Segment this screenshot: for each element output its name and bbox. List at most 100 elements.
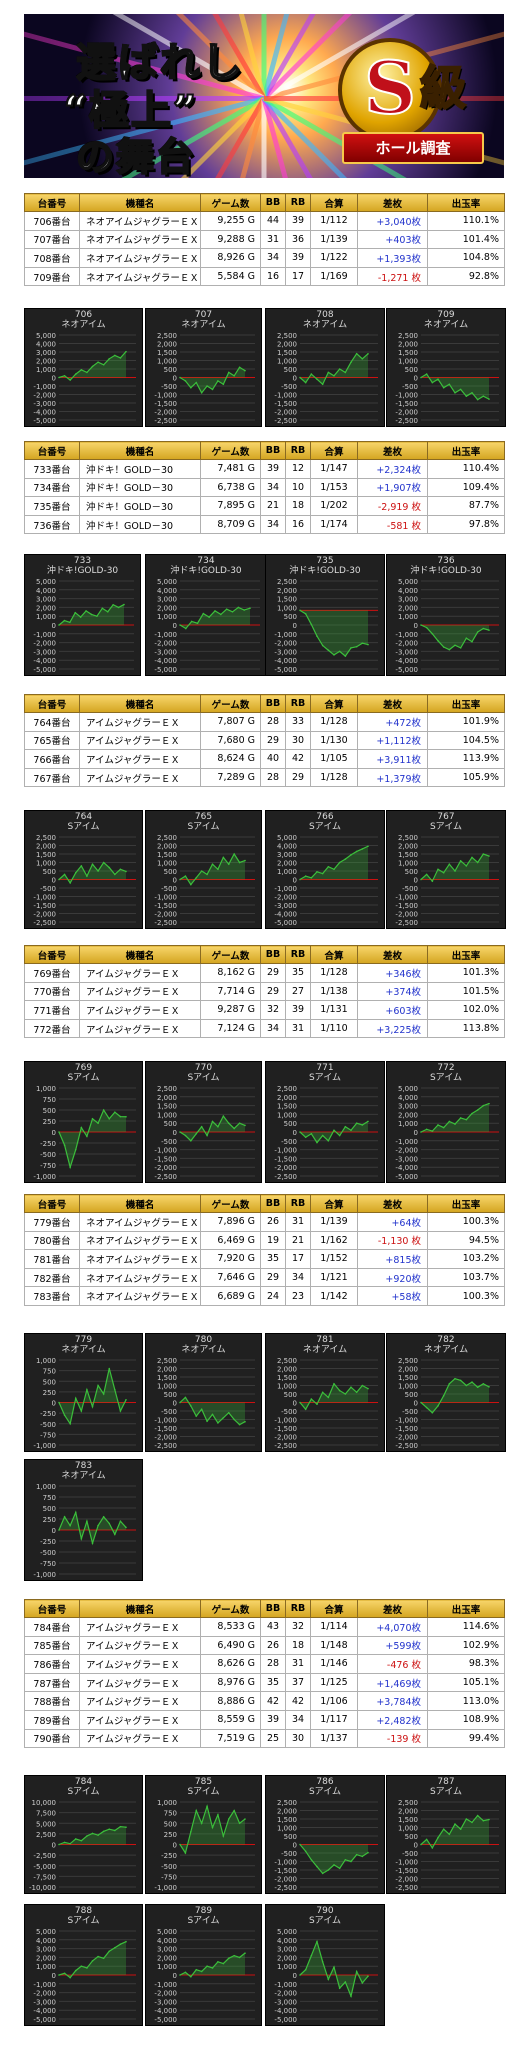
slump-graph: 764 Sアイム 2,500 2,000 1,500 1,000 500 0 -500 -1,00…: [24, 810, 143, 929]
cell-no: 708番台: [24, 248, 80, 268]
table-row: 766番台 アイムジャグラーＥＸ 8,624 G 40 42 1/105 +3,911枚 11…: [24, 749, 505, 769]
cell-diff: +1,379枚: [357, 767, 428, 788]
cell-total: 1/117: [310, 1709, 358, 1730]
y-tick-label: -250: [40, 1410, 56, 1418]
graph-area: [59, 1110, 126, 1168]
graph-point: [63, 1972, 66, 1975]
graph-point: [316, 1940, 318, 1943]
graph-point: [471, 1381, 473, 1383]
y-tick-label: -2,000: [274, 1876, 297, 1884]
y-tick-label: 5,000: [157, 578, 177, 586]
graph-point: [227, 1818, 230, 1820]
graph-point: [227, 371, 230, 374]
y-tick-label: 1,000: [398, 1383, 418, 1391]
graph-point: [238, 1956, 241, 1959]
graph-point: [102, 1830, 105, 1833]
column-header: 出玉率: [427, 441, 505, 460]
column-header: 差枚: [357, 694, 428, 713]
y-tick-label: 0: [52, 877, 56, 885]
cell-rate: 100.3%: [427, 1212, 505, 1232]
graph-point: [361, 1124, 364, 1126]
graph-point: [465, 1384, 468, 1387]
cell-diff: +3,225枚: [357, 1018, 428, 1039]
graph-machine-name: Sアイム: [308, 1073, 342, 1083]
graph-point: [179, 1843, 181, 1846]
graph-machine-number: 706: [74, 310, 93, 320]
graph-point: [459, 1117, 462, 1119]
graph-point: [304, 1408, 307, 1411]
cell-model: アイムジャグラーＥＸ: [79, 1617, 201, 1637]
graph-canvas: 5,0004,0003,0002,0001,0000-1,000-2,000-3…: [395, 1085, 499, 1181]
graph-point: [476, 1386, 479, 1388]
graph-point: [310, 1398, 313, 1400]
cell-bb: 32: [260, 1000, 286, 1020]
column-header: BB: [260, 1194, 286, 1213]
graph-machine-number: 789: [194, 1906, 213, 1916]
graph-machine-number: 766: [316, 812, 334, 822]
machine-table: 台番号 機種名 ゲーム数 BB RB 合算 差枚 出玉率 764番台 アイムジャグラーＥＸ 7,80…: [24, 694, 505, 788]
y-tick-label: -2,000: [33, 640, 56, 648]
graph-point: [437, 1124, 439, 1126]
graph-area: [59, 1826, 126, 1845]
graph-canvas: 5,0004,0003,0002,0001,0000-1,000-2,000-3…: [154, 1928, 255, 2024]
graph-canvas: 2,5002,0001,5001,0005000-500-1,000-1,500…: [274, 1799, 378, 1892]
machine-table: 台番号 機種名 ゲーム数 BB RB 合算 差枚 出玉率 706番台 ネオアイムジャグラーＥＸ 9,…: [24, 193, 505, 287]
graph-point: [361, 642, 364, 644]
cell-games: 7,289 G: [200, 767, 261, 788]
y-tick-label: -1,000: [154, 631, 177, 639]
cell-total: 1/122: [310, 248, 358, 268]
graph-point: [321, 1391, 324, 1394]
y-tick-label: 3,000: [36, 596, 56, 604]
graph-point: [97, 361, 99, 363]
cell-rb: 31: [285, 1018, 311, 1039]
graph-point: [63, 1414, 66, 1417]
graph-point: [86, 1135, 88, 1138]
graph-point: [476, 1814, 479, 1817]
cell-rate: 94.5%: [427, 1230, 505, 1251]
graph-point: [58, 1401, 60, 1404]
graph-machine-number: 735: [316, 556, 334, 566]
y-tick-label: 2,000: [157, 604, 177, 612]
cell-bb: 26: [260, 1635, 286, 1656]
slump-graph: 736 沖ドキ!GOLD-30 5,000 4,000 3,000 2,000 1,000 0…: [386, 554, 506, 676]
table-row: 735番台 沖ドキ！GOLD－30 7,895 G 21 18 1/202 -2,919 枚…: [24, 496, 505, 516]
table-row: 789番台 アイムジャグラーＥＸ 8,559 G 39 34 1/117 +2,482枚 10…: [24, 1709, 505, 1730]
column-header: BB: [260, 1599, 286, 1618]
graph-point: [476, 398, 479, 401]
graph-point: [355, 1122, 358, 1124]
y-tick-label: 2,500: [277, 578, 297, 586]
y-tick-label: 3,000: [277, 851, 297, 859]
y-tick-label: 0: [293, 1400, 297, 1408]
cell-games: 8,886 G: [200, 1691, 261, 1711]
emblem-ribbon: ホール調査: [342, 132, 484, 164]
cell-bb: 34: [260, 514, 286, 535]
table-row: 765番台 アイムジャグラーＥＸ 7,680 G 29 30 1/130 +1,112枚 10…: [24, 730, 505, 751]
column-header: ゲーム数: [200, 694, 261, 713]
graph-machine-name: Sアイム: [429, 1073, 463, 1083]
cell-model: ネオアイムジャグラーＥＸ: [79, 248, 201, 268]
graph-point: [420, 376, 422, 379]
graph-point: [206, 1965, 208, 1967]
graph-point: [86, 1388, 88, 1391]
machine-table: 台番号 機種名 ゲーム数 BB RB 合算 差枚 出玉率 779番台 ネオアイムジャグラーＥＸ 7,…: [24, 1194, 505, 1306]
cell-no: 766番台: [24, 749, 80, 769]
y-tick-label: -500: [40, 1549, 56, 1557]
graph-point: [425, 1406, 428, 1409]
y-tick-label: -2,000: [154, 1990, 177, 1998]
graph-machine-name: ネオアイム: [61, 320, 106, 330]
graph-point: [114, 1111, 116, 1113]
cell-games: 6,490 G: [200, 1635, 261, 1656]
graph-point: [482, 853, 485, 855]
cell-diff: +3,784枚: [357, 1691, 428, 1711]
slump-graph: 765 Sアイム 2,500 2,000 1,500 1,000 500 0 -500 -1,00…: [145, 810, 262, 929]
cell-model: アイムジャグラーＥＸ: [79, 712, 201, 732]
graph-machine-name: ネオアイム: [61, 1345, 106, 1355]
graph-point: [316, 635, 318, 637]
cell-model: ネオアイムジャグラーＥＸ: [79, 229, 201, 250]
graph-point: [333, 375, 335, 377]
y-tick-label: 500: [284, 1120, 297, 1128]
cell-total: 1/139: [310, 1212, 358, 1232]
graph-point: [244, 1952, 246, 1954]
y-tick-label: 0: [414, 1129, 418, 1137]
graph-area: [180, 1806, 245, 1853]
